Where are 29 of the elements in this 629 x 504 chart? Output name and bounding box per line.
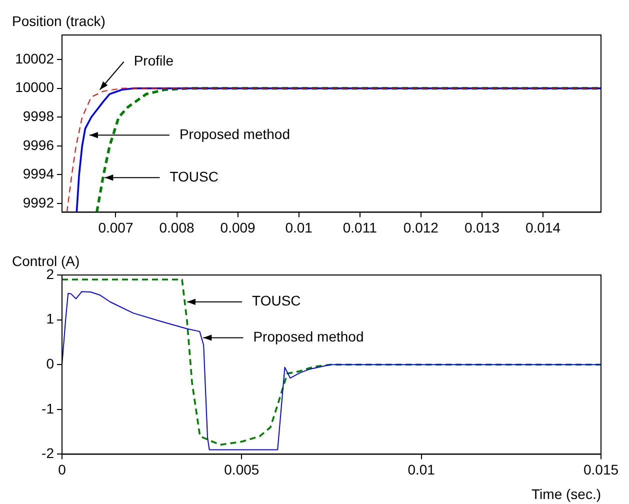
x-tick-label: 0.011 [342,219,378,236]
x-tick-label: 0.009 [220,219,256,236]
x-tick-label: 0.008 [159,219,194,236]
x-tick-label: 0.005 [224,461,260,478]
x-tick-label: 0 [58,461,66,478]
y-tick-label: 10000 [15,79,54,96]
y-tick-label: 9998 [22,108,54,124]
y-tick-label: -2 [42,445,54,462]
annotation: TOUSC [170,168,218,184]
x-tick-label: 0.01 [408,461,436,478]
annotation: Proposed method [253,328,364,345]
x-tick-label: 0.01 [285,219,313,236]
annotation: Profile [134,52,174,69]
x-tick-label: 0.014 [525,219,561,236]
x-tick-label: 0.012 [403,219,439,236]
y-tick-label: 9996 [22,136,54,153]
annotation: Proposed method [179,126,290,142]
x-tick-label: 0.007 [98,219,134,236]
y-tick-label: 1 [46,310,54,327]
y-tick-label: 10002 [15,50,54,66]
y-axis-title: Position (track) [12,12,106,29]
y-tick-label: 9992 [22,194,54,210]
y-tick-label: 9994 [22,166,54,182]
x-tick-label: 0.015 [583,461,619,478]
annotation: TOUSC [252,292,301,309]
y-tick-label: -1 [42,400,54,416]
y-tick-label: 0 [46,355,54,372]
x-tick-label: 0.013 [464,219,500,236]
x-axis-title: Time (sec.) [532,486,601,502]
